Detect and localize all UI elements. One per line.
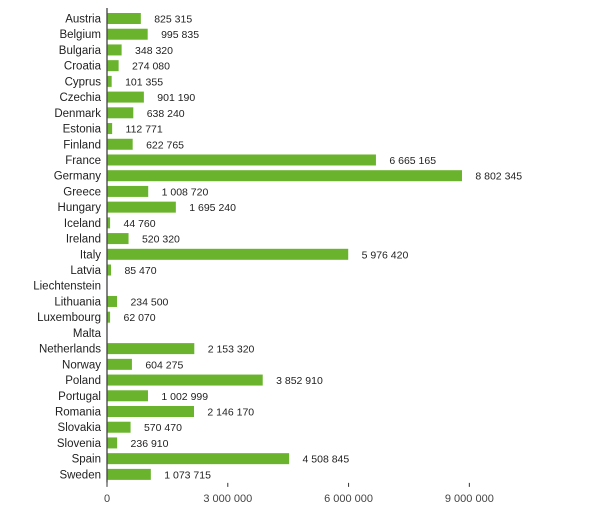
value-label-italy: 5 976 420 (362, 249, 409, 261)
bar-portugal (107, 390, 148, 402)
category-label-romania: Romania (55, 407, 102, 419)
bar-hungary (107, 201, 176, 213)
bar-croatia (107, 60, 119, 72)
bar-greece (107, 185, 149, 197)
x-axis-ticks: 0 3 000 000 6 000 000 9 000 000 (104, 482, 494, 505)
bar-luxembourg (107, 311, 111, 323)
x-tick-label-3: 9 000 000 (445, 493, 494, 505)
category-label-germany: Germany (54, 171, 102, 183)
category-label-hungary: Hungary (58, 202, 102, 214)
value-label-france: 6 665 165 (389, 155, 436, 167)
category-label-greece: Greece (63, 186, 101, 198)
category-label-luxembourg: Luxembourg (37, 312, 101, 324)
value-label-czechia: 901 190 (157, 92, 195, 104)
value-label-denmark: 638 240 (147, 108, 185, 120)
value-label-hungary: 1 695 240 (189, 202, 236, 214)
value-label-croatia: 274 080 (132, 61, 170, 73)
value-label-cyprus: 101 355 (125, 76, 163, 88)
bar-poland (107, 374, 263, 386)
category-label-finland: Finland (63, 139, 101, 151)
bar-spain (107, 453, 290, 465)
value-label-poland: 3 852 910 (276, 375, 323, 387)
value-label-sweden: 1 073 715 (164, 469, 211, 481)
category-label-estonia: Estonia (63, 124, 102, 136)
category-label-cyprus: Cyprus (65, 76, 102, 88)
value-label-greece: 1 008 720 (162, 186, 209, 198)
x-tick-label-1: 3 000 000 (203, 493, 252, 505)
category-label-norway: Norway (62, 359, 101, 371)
x-tick-label-0: 0 (104, 493, 110, 505)
category-label-slovenia: Slovenia (57, 438, 102, 450)
category-label-croatia: Croatia (64, 61, 102, 73)
category-label-liechtenstein: Liechtenstein (33, 281, 101, 293)
bar-slovakia (107, 421, 131, 433)
bar-netherlands (107, 343, 195, 355)
bar-france (107, 154, 376, 166)
category-label-portugal: Portugal (58, 391, 101, 403)
bar-slovenia (107, 437, 118, 449)
bar-finland (107, 138, 133, 150)
bar-belgium (107, 28, 148, 40)
bar-romania (107, 406, 195, 417)
category-label-belgium: Belgium (59, 29, 101, 41)
category-label-italy: Italy (80, 249, 101, 261)
bar-lithuania (107, 295, 118, 307)
category-label-poland: Poland (65, 375, 101, 387)
value-label-austria: 825 315 (154, 14, 192, 26)
x-tick-label-2: 6 000 000 (324, 493, 373, 505)
value-label-slovenia: 236 910 (131, 438, 169, 450)
category-label-slovakia: Slovakia (58, 422, 102, 434)
value-labels: 825 315 995 835 348 320 274 080 101 355 901 1… (124, 14, 523, 482)
category-label-bulgaria: Bulgaria (59, 45, 102, 57)
category-label-netherlands: Netherlands (39, 344, 101, 356)
bar-norway (107, 358, 132, 370)
bar-sweden (107, 468, 151, 480)
value-label-portugal: 1 002 999 (161, 391, 208, 403)
value-label-belgium: 995 835 (161, 29, 199, 41)
bar-bulgaria (107, 44, 122, 56)
bar-estonia (107, 123, 113, 135)
value-label-bulgaria: 348 320 (135, 45, 173, 57)
category-label-sweden: Sweden (59, 469, 101, 481)
value-label-iceland: 44 760 (124, 218, 156, 230)
value-label-luxembourg: 62 070 (124, 312, 156, 324)
category-label-austria: Austria (65, 14, 101, 26)
value-label-estonia: 112 771 (126, 124, 163, 136)
category-label-denmark: Denmark (54, 108, 101, 120)
bar-latvia (107, 264, 112, 276)
category-labels: Austria Belgium Bulgaria Croatia Cyprus Czech… (33, 14, 101, 482)
category-label-czechia: Czechia (59, 92, 101, 104)
category-label-malta: Malta (73, 328, 102, 340)
category-label-france: France (65, 155, 101, 167)
bar-denmark (107, 107, 134, 119)
value-label-finland: 622 765 (146, 139, 184, 151)
bars (107, 13, 462, 480)
bar-cyprus (107, 75, 112, 87)
bar-czechia (107, 91, 144, 103)
value-label-spain: 4 508 845 (303, 454, 350, 466)
category-label-latvia: Latvia (70, 265, 101, 277)
value-label-romania: 2 146 170 (207, 407, 254, 419)
bar-germany (107, 170, 462, 182)
bar-austria (107, 13, 141, 24)
bar-iceland (107, 217, 111, 229)
value-label-norway: 604 275 (145, 359, 183, 371)
value-label-ireland: 520 320 (142, 234, 180, 246)
bar-ireland (107, 233, 129, 245)
value-label-slovakia: 570 470 (144, 422, 182, 434)
bar-italy (107, 248, 349, 260)
category-label-lithuania: Lithuania (54, 296, 101, 308)
category-label-iceland: Iceland (64, 218, 101, 230)
category-label-spain: Spain (72, 454, 101, 466)
value-label-germany: 8 802 345 (475, 171, 522, 183)
value-label-latvia: 85 470 (124, 265, 156, 277)
value-label-netherlands: 2 153 320 (208, 344, 255, 356)
value-label-lithuania: 234 500 (130, 296, 168, 308)
category-label-ireland: Ireland (66, 234, 101, 246)
